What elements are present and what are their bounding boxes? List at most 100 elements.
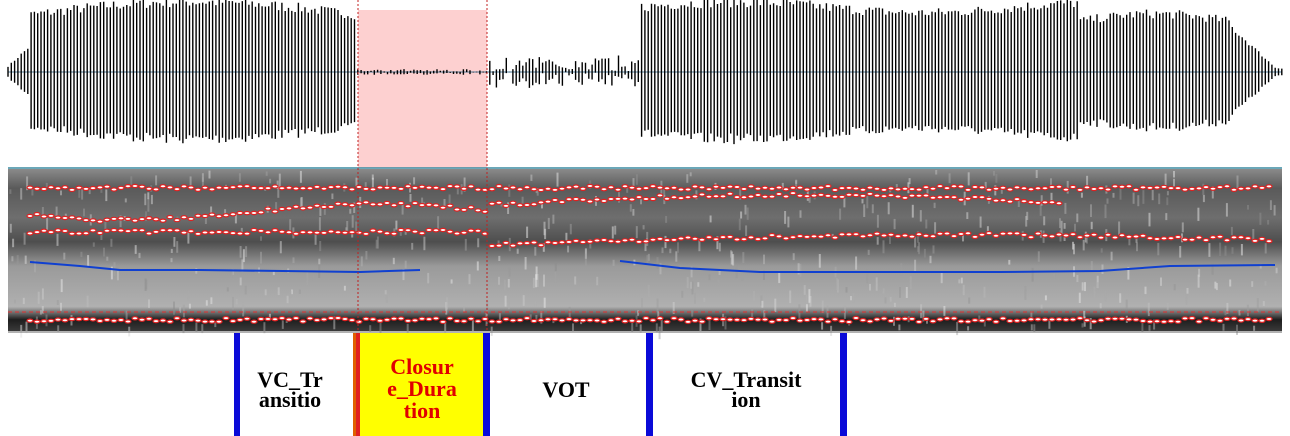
formant-point xyxy=(34,187,40,190)
spectrogram-speckle xyxy=(912,205,914,218)
spectrogram-speckle xyxy=(1118,222,1120,235)
spectrogram-speckle xyxy=(795,180,797,184)
formant-point xyxy=(335,185,341,188)
spectrogram-speckle xyxy=(968,172,970,185)
formant-point xyxy=(167,320,173,323)
formant-point xyxy=(552,318,558,321)
spectrogram-speckle xyxy=(924,249,926,258)
spectrogram-speckle xyxy=(1232,247,1234,254)
formant-point xyxy=(1217,235,1223,238)
formant-point xyxy=(223,214,229,217)
formant-point xyxy=(790,236,796,239)
spectrogram-speckle xyxy=(963,285,965,295)
spectrogram-speckle xyxy=(1076,275,1078,282)
formant-point xyxy=(251,228,257,231)
formant-point xyxy=(657,237,663,240)
formant-point xyxy=(1196,187,1202,190)
formant-point xyxy=(447,317,453,320)
spectrogram-speckle xyxy=(1090,204,1092,217)
formant-point xyxy=(622,185,628,188)
spectrogram-speckle xyxy=(300,171,302,183)
formant-point xyxy=(601,320,607,323)
formant-point xyxy=(146,232,152,235)
spectrogram-speckle xyxy=(665,216,667,223)
spectrogram-speckle xyxy=(1142,190,1144,204)
formant-point xyxy=(181,185,187,188)
spectrogram-speckle xyxy=(533,278,535,288)
formant-point xyxy=(636,240,642,243)
formant-point xyxy=(468,229,474,232)
formant-point xyxy=(265,317,271,320)
formant-point xyxy=(846,186,852,189)
formant-point xyxy=(370,229,376,232)
formant-point xyxy=(930,187,936,190)
spectrogram-speckle xyxy=(465,239,467,251)
spectrogram-speckle xyxy=(93,242,95,246)
formant-point xyxy=(419,317,425,320)
spectrogram-speckle xyxy=(885,297,887,303)
formant-point xyxy=(895,195,901,198)
spectrogram-speckle xyxy=(437,216,439,229)
formant-point xyxy=(923,317,929,320)
formant-point xyxy=(41,320,47,323)
formant-point xyxy=(349,231,355,234)
spectrogram-speckle xyxy=(868,250,870,255)
formant-point xyxy=(433,186,439,189)
formant-point xyxy=(209,213,215,216)
formant-point xyxy=(1238,319,1244,322)
interval-label: VOT xyxy=(542,377,590,402)
formant-point xyxy=(804,318,810,321)
formant-point xyxy=(244,232,250,235)
formant-point xyxy=(1245,318,1251,321)
formant-point xyxy=(314,231,320,234)
formant-point xyxy=(1084,319,1090,322)
formant-point xyxy=(993,320,999,323)
formant-point xyxy=(706,195,712,198)
spectrogram-speckle xyxy=(23,298,25,304)
formant-point xyxy=(55,229,61,232)
formant-point xyxy=(48,319,54,322)
formant-point xyxy=(111,319,117,322)
spectrogram-speckle xyxy=(800,210,802,218)
spectrogram-speckle xyxy=(25,256,27,264)
spectrogram-speckle xyxy=(883,288,885,293)
spectrogram-speckle xyxy=(352,215,354,228)
spectrogram-speckle xyxy=(993,171,995,176)
spectrogram-speckle xyxy=(1137,195,1139,206)
spectrogram-speckle xyxy=(306,272,308,286)
formant-point xyxy=(377,319,383,322)
formant-point xyxy=(797,186,803,189)
formant-point xyxy=(853,187,859,190)
formant-point xyxy=(62,186,68,189)
formant-point xyxy=(349,188,355,191)
formant-point xyxy=(608,197,614,200)
spectrogram-speckle xyxy=(877,237,879,245)
formant-point xyxy=(55,187,61,190)
spectrogram-speckle xyxy=(1149,325,1151,331)
formant-point xyxy=(1119,185,1125,188)
spectrogram-speckle xyxy=(498,277,500,285)
formant-point xyxy=(923,234,929,237)
spectrogram-speckle xyxy=(1032,268,1034,282)
formant-point xyxy=(727,235,733,238)
formant-point xyxy=(405,319,411,322)
formant-point xyxy=(741,196,747,199)
formant-point xyxy=(342,203,348,206)
spectrogram-speckle xyxy=(613,260,615,266)
spectrogram-speckle xyxy=(189,304,191,309)
formant-point xyxy=(244,212,250,215)
spectrogram-speckle xyxy=(1102,265,1104,275)
formant-point xyxy=(944,187,950,190)
formant-point xyxy=(594,239,600,242)
praat-editor: VC_Tr ansitio Closur e_Dura tion VOT CV_… xyxy=(0,0,1290,436)
formant-point xyxy=(958,198,964,201)
formant-point xyxy=(566,198,572,201)
formant-point xyxy=(559,319,565,322)
formant-point xyxy=(1161,185,1167,188)
formant-point xyxy=(1140,319,1146,322)
spectrogram-speckle xyxy=(962,235,964,241)
formant-point xyxy=(559,201,565,204)
interval-label: ion xyxy=(731,387,760,412)
formant-point xyxy=(216,320,222,323)
formant-point xyxy=(503,241,509,244)
